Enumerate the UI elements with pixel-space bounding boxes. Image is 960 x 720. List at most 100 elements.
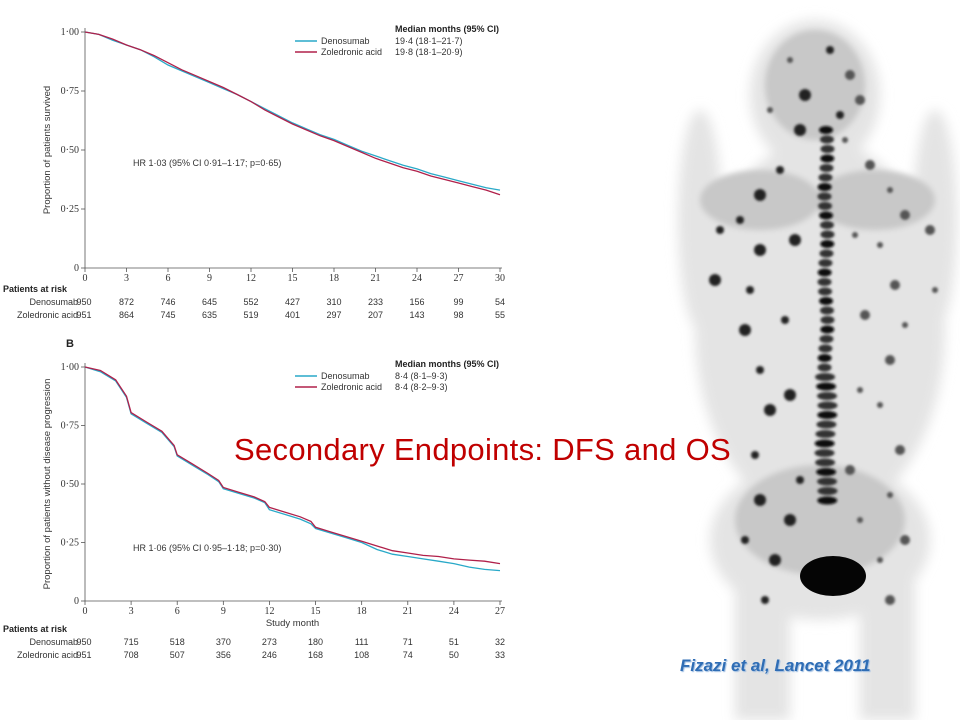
risk-cell: 356: [216, 650, 231, 660]
y-tick-label: 0·50: [61, 145, 79, 156]
metastatic-uptake-spot: [769, 554, 781, 566]
risk-cell: 143: [409, 310, 424, 320]
metastatic-uptake-spot: [751, 451, 759, 459]
metastatic-uptake-spot: [857, 387, 863, 393]
risk-cell: 99: [453, 297, 463, 307]
metastatic-uptake-spot: [796, 476, 804, 484]
risk-cell: 746: [160, 297, 175, 307]
metastatic-uptake-spot: [885, 355, 895, 365]
metastatic-uptake-spot: [852, 232, 858, 238]
risk-cell: 273: [262, 637, 277, 647]
x-tick-label: 21: [403, 606, 413, 617]
vertebra-uptake: [817, 363, 832, 372]
metastatic-uptake-spot: [855, 95, 865, 105]
risk-cell: 310: [326, 297, 341, 307]
metastatic-uptake-spot: [787, 57, 793, 63]
vertebra-uptake: [819, 335, 834, 343]
metastatic-uptake-spot: [845, 70, 855, 80]
vertebra-uptake: [816, 468, 837, 476]
vertebra-uptake: [815, 458, 836, 467]
hazard-ratio-text: HR 1·03 (95% CI 0·91–1·17; p=0·65): [133, 158, 281, 168]
x-tick-label: 9: [221, 606, 226, 617]
y-tick-label: 0·25: [61, 538, 79, 549]
vertebra-uptake: [818, 287, 833, 296]
vertebra-uptake: [819, 126, 833, 134]
metastatic-uptake-spot: [754, 244, 766, 256]
risk-cell: 745: [160, 310, 175, 320]
metastatic-uptake-spot: [845, 465, 855, 475]
risk-cell: 246: [262, 650, 277, 660]
y-tick-label: 0·75: [61, 421, 79, 432]
y-tick-label: 0·25: [61, 204, 79, 215]
risk-cell: 108: [354, 650, 369, 660]
series-line-zoledronic-acid: [84, 366, 501, 565]
vertebra-uptake: [818, 344, 833, 353]
vertebra-uptake: [815, 430, 836, 438]
risk-cell: 507: [170, 650, 185, 660]
metastatic-uptake-spot: [925, 225, 935, 235]
x-tick-label: 27: [454, 273, 464, 284]
legend-median-ci: 8·4 (8·2–9·3): [395, 382, 448, 392]
y-tick-label: 1·00: [61, 27, 79, 38]
legend-series-name: Zoledronic acid: [321, 47, 382, 57]
metastatic-uptake-spot: [776, 166, 784, 174]
vertebra-uptake: [819, 297, 834, 305]
legend-series-name: Zoledronic acid: [321, 382, 382, 392]
metastatic-uptake-spot: [932, 287, 938, 293]
metastatic-uptake-spot: [857, 517, 863, 523]
series-line-denosumab: [84, 366, 501, 572]
legend-median-ci: 19·8 (18·1–20·9): [395, 47, 463, 57]
x-tick-label: 0: [83, 273, 88, 284]
risk-cell: 33: [495, 650, 505, 660]
x-tick-label: 0: [83, 606, 88, 617]
risk-cell: 645: [202, 297, 217, 307]
x-tick-label: 18: [357, 606, 367, 617]
slide-title: Secondary Endpoints: DFS and OS: [234, 432, 731, 467]
risk-cell: 950: [76, 637, 91, 647]
risk-cell: 552: [243, 297, 258, 307]
metastatic-uptake-spot: [860, 310, 870, 320]
x-tick-label: 6: [175, 606, 180, 617]
metastatic-uptake-spot: [890, 280, 900, 290]
x-tick-label: 9: [207, 273, 212, 284]
vertebra-uptake: [820, 306, 835, 315]
risk-row-label: Zoledronic acid: [17, 310, 78, 320]
metastatic-uptake-spot: [877, 242, 883, 248]
y-tick-label: 0·50: [61, 479, 79, 490]
vertebra-uptake: [818, 202, 833, 210]
risk-cell: 55: [495, 310, 505, 320]
hazard-ratio-text: HR 1·06 (95% CI 0·95–1·18; p=0·30): [133, 543, 281, 553]
metastatic-uptake-spot: [754, 494, 766, 506]
risk-cell: 519: [243, 310, 258, 320]
metastatic-uptake-spot: [799, 89, 811, 101]
x-tick-label: 18: [329, 273, 339, 284]
risk-cell: 54: [495, 297, 505, 307]
x-tick-label: 30: [495, 273, 505, 284]
vertebra-uptake: [817, 183, 832, 191]
risk-cell: 951: [76, 310, 91, 320]
metastatic-uptake-spot: [767, 107, 773, 113]
x-axis-label: Study month: [266, 618, 319, 629]
x-tick-label: 24: [449, 606, 459, 617]
y-tick-label: 0·75: [61, 86, 79, 97]
x-tick-label: 21: [371, 273, 381, 284]
legend-median-ci: 8·4 (8·1–9·3): [395, 371, 448, 381]
metastatic-uptake-spot: [781, 316, 789, 324]
metastatic-uptake-spot: [794, 124, 806, 136]
risk-cell: 872: [119, 297, 134, 307]
vertebra-uptake: [818, 259, 833, 267]
vertebra-uptake: [820, 154, 835, 163]
risk-row-label: Denosumab: [29, 297, 78, 307]
risk-cell: 74: [403, 650, 413, 660]
metastatic-uptake-spot: [887, 187, 893, 193]
bone-scan-figure: [678, 20, 957, 720]
risk-cell: 207: [368, 310, 383, 320]
vertebra-uptake: [817, 401, 838, 410]
risk-cell: 51: [449, 637, 459, 647]
x-tick-label: 12: [264, 606, 274, 617]
risk-table-header: Patients at risk: [3, 624, 68, 634]
metastatic-uptake-spot: [761, 596, 769, 604]
risk-cell: 370: [216, 637, 231, 647]
vertebra-uptake: [819, 211, 834, 220]
